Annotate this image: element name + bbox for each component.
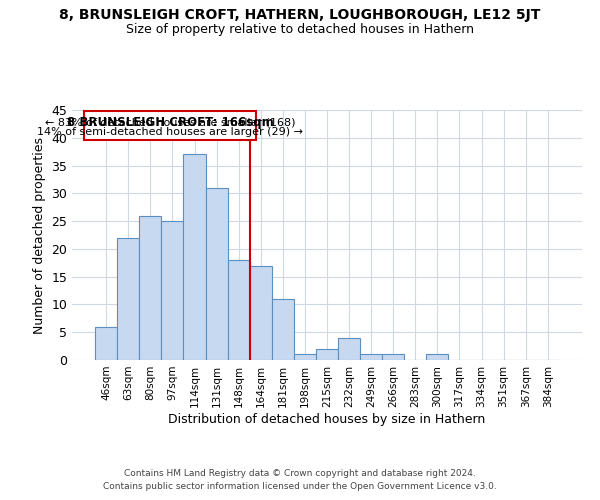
Y-axis label: Number of detached properties: Number of detached properties <box>33 136 46 334</box>
Bar <box>427 354 448 360</box>
Bar <box>206 188 227 360</box>
Text: ← 83% of detached houses are smaller (168): ← 83% of detached houses are smaller (16… <box>45 118 296 128</box>
FancyBboxPatch shape <box>85 112 256 140</box>
Bar <box>161 221 184 360</box>
Bar <box>338 338 360 360</box>
Bar <box>227 260 250 360</box>
Bar <box>184 154 206 360</box>
Text: Contains HM Land Registry data © Crown copyright and database right 2024.: Contains HM Land Registry data © Crown c… <box>124 468 476 477</box>
Text: Size of property relative to detached houses in Hathern: Size of property relative to detached ho… <box>126 22 474 36</box>
Bar <box>316 349 338 360</box>
Bar <box>250 266 272 360</box>
Bar <box>139 216 161 360</box>
Text: Contains public sector information licensed under the Open Government Licence v3: Contains public sector information licen… <box>103 482 497 491</box>
Text: 8, BRUNSLEIGH CROFT, HATHERN, LOUGHBOROUGH, LE12 5JT: 8, BRUNSLEIGH CROFT, HATHERN, LOUGHBOROU… <box>59 8 541 22</box>
Text: 14% of semi-detached houses are larger (29) →: 14% of semi-detached houses are larger (… <box>37 127 303 137</box>
Bar <box>272 299 294 360</box>
Text: 8 BRUNSLEIGH CROFT: 166sqm: 8 BRUNSLEIGH CROFT: 166sqm <box>67 116 274 129</box>
Bar <box>360 354 382 360</box>
Bar <box>294 354 316 360</box>
Bar <box>382 354 404 360</box>
Bar <box>95 326 117 360</box>
X-axis label: Distribution of detached houses by size in Hathern: Distribution of detached houses by size … <box>169 412 485 426</box>
Bar <box>117 238 139 360</box>
